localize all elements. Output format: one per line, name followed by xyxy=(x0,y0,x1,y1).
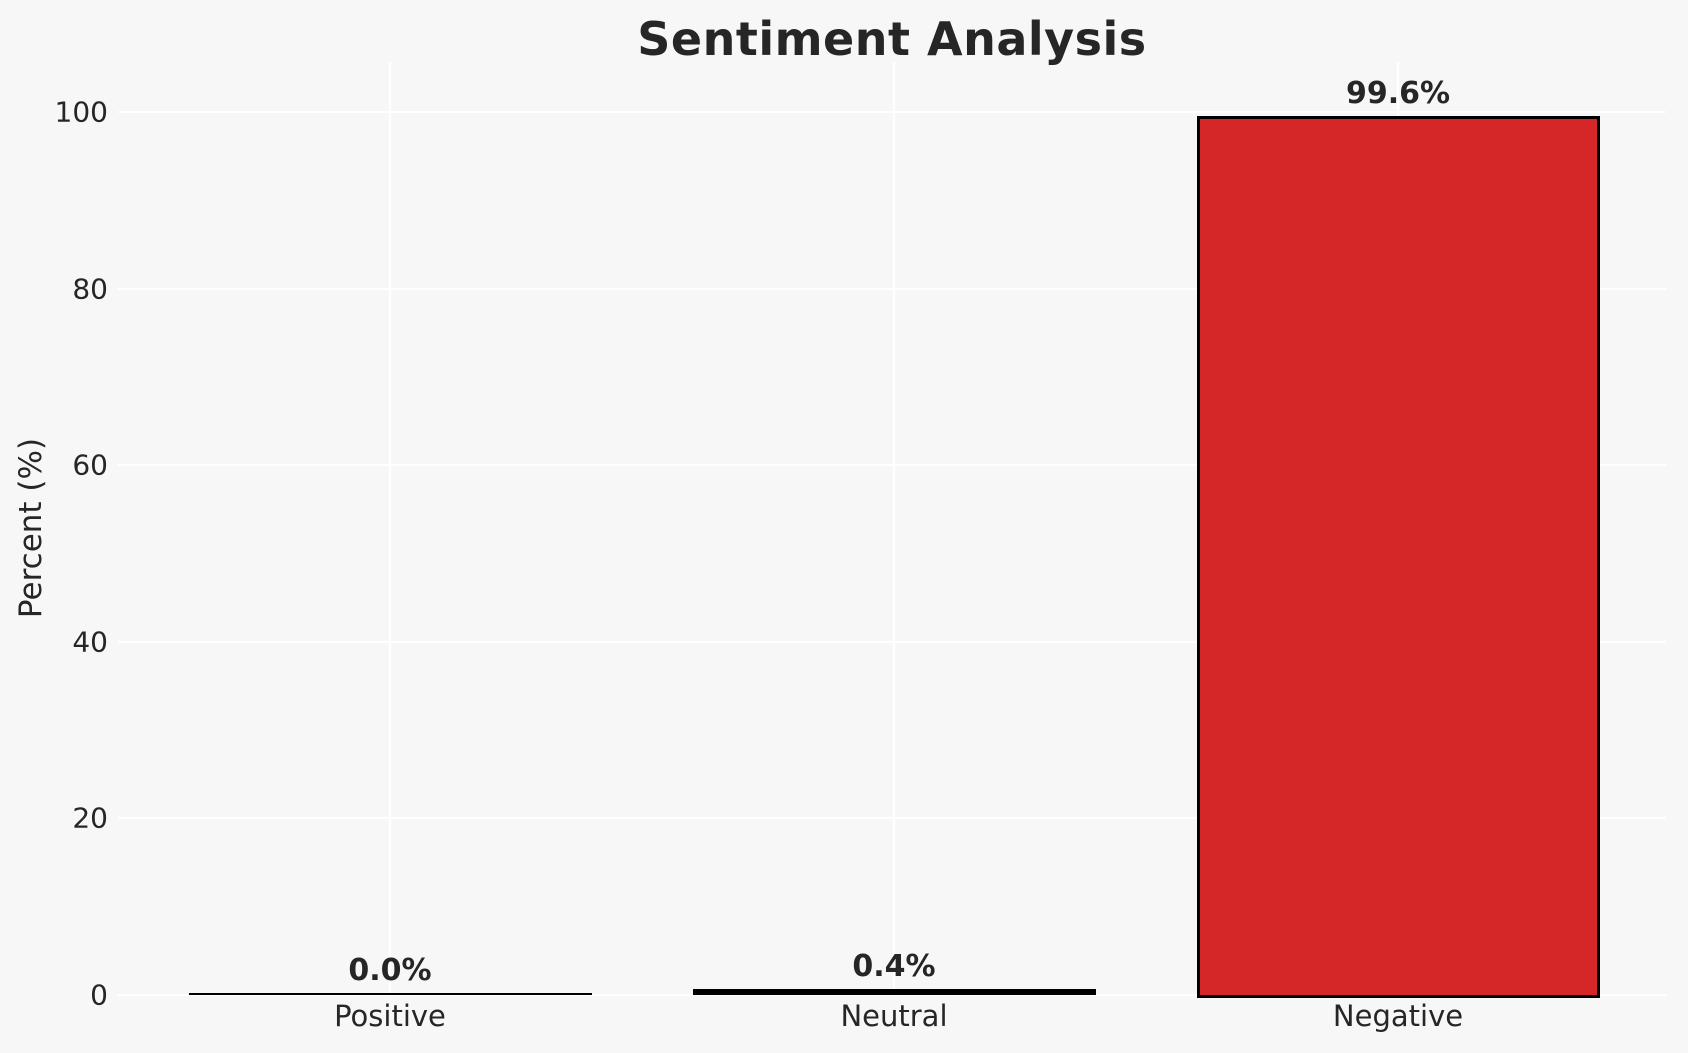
y-tick-label: 40 xyxy=(72,625,108,659)
bar-value-label: 0.0% xyxy=(348,953,432,988)
h-gridline xyxy=(118,640,1666,643)
y-tick-label: 100 xyxy=(54,95,108,129)
bar-negative xyxy=(1196,116,1600,998)
h-gridline xyxy=(118,111,1666,113)
v-gridline xyxy=(389,62,391,995)
h-gridline xyxy=(118,994,1666,996)
chart-title: Sentiment Analysis xyxy=(637,12,1147,66)
v-gridline xyxy=(893,62,895,995)
y-tick-label: 20 xyxy=(72,801,108,835)
bar-positive xyxy=(188,993,592,995)
x-tick-label-positive: Positive xyxy=(334,999,446,1033)
y-tick-label: 80 xyxy=(72,272,108,306)
h-gridline xyxy=(118,464,1666,467)
x-tick-label-negative: Negative xyxy=(1332,999,1464,1033)
y-tick-label: 0 xyxy=(90,978,108,1012)
h-gridline xyxy=(118,287,1666,290)
h-gridline xyxy=(118,817,1666,820)
y-tick-label: 60 xyxy=(72,448,108,482)
x-tick-label-neutral: Neutral xyxy=(840,999,948,1033)
bar-neutral xyxy=(692,989,1096,995)
bar-value-label: 0.4% xyxy=(852,949,936,984)
bar-value-label: 99.6% xyxy=(1345,76,1451,111)
